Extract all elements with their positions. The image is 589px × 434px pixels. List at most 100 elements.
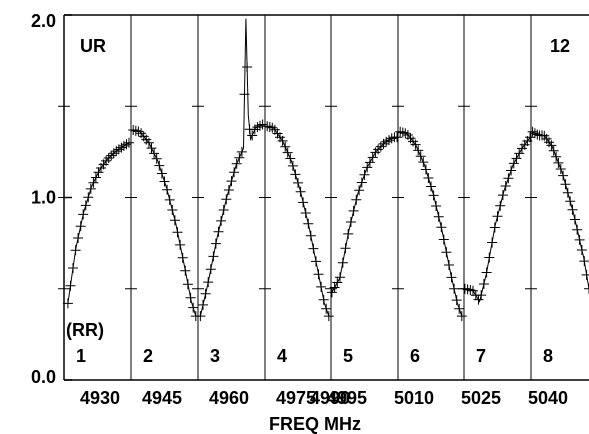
data-point-marker	[500, 181, 511, 191]
data-point-marker	[375, 141, 386, 152]
data-point-marker	[584, 283, 589, 294]
data-point-marker	[93, 167, 104, 178]
data-point-marker	[203, 277, 214, 288]
data-point-marker	[481, 267, 492, 278]
data-point-marker	[128, 125, 139, 135]
data-point-marker	[239, 89, 250, 100]
data-point-marker	[362, 162, 373, 173]
data-point-marker	[359, 169, 370, 180]
data-point-marker	[400, 128, 411, 139]
data-point-marker	[514, 148, 525, 159]
annotation-polarization: (RR)	[66, 320, 104, 340]
data-point-marker	[497, 190, 508, 201]
data-point-marker	[560, 179, 571, 190]
data-point-marker	[553, 157, 564, 168]
data-point-marker	[572, 224, 583, 235]
data-point-marker	[565, 196, 576, 207]
data-point-marker	[426, 181, 436, 192]
data-point-marker	[116, 142, 127, 153]
data-point-marker	[252, 122, 263, 133]
x-tick-label: 4990	[310, 388, 350, 408]
data-point-marker	[476, 290, 487, 301]
data-point-marker	[567, 204, 578, 215]
data-point-marker	[478, 279, 489, 289]
data-point-marker	[277, 135, 288, 146]
data-point-marker	[529, 128, 540, 139]
data-point-marker	[546, 140, 557, 151]
data-point-marker	[527, 126, 538, 137]
data-point-marker	[574, 234, 585, 245]
data-point-marker	[180, 265, 191, 276]
data-point-marker	[229, 167, 240, 178]
data-point-marker	[200, 288, 211, 299]
data-point-marker	[65, 280, 76, 291]
data-point-marker	[581, 269, 589, 280]
x-tick-label: 4930	[80, 388, 120, 408]
data-point-marker	[293, 177, 303, 188]
data-point-marker	[78, 209, 89, 220]
data-point-marker	[121, 139, 132, 150]
data-point-marker	[305, 230, 316, 241]
data-point-marker	[226, 176, 237, 187]
data-point-marker	[381, 136, 392, 147]
data-point-marker	[420, 164, 431, 175]
data-point-marker	[85, 183, 96, 194]
data-point-marker	[267, 122, 278, 133]
data-point-marker	[249, 124, 260, 135]
data-point-marker	[428, 190, 439, 201]
data-point-marker	[415, 151, 426, 162]
data-point-marker	[489, 222, 500, 233]
data-point-marker	[290, 169, 301, 180]
data-point-marker	[234, 152, 245, 163]
data-point-marker	[321, 303, 332, 314]
data-point-marker	[70, 245, 81, 256]
data-point-marker	[68, 263, 78, 273]
data-point-marker	[356, 177, 367, 188]
panel-label-6: 6	[410, 346, 420, 366]
data-point-marker	[75, 221, 86, 232]
data-point-marker	[462, 284, 473, 295]
data-point-marker	[73, 233, 84, 243]
data-point-marker	[154, 160, 165, 171]
data-point-marker	[343, 228, 354, 239]
y-tick-label: 0.0	[31, 367, 56, 387]
data-point-marker	[548, 145, 559, 156]
data-point-marker	[473, 294, 484, 305]
data-point-marker	[326, 287, 337, 298]
data-point-marker	[335, 272, 345, 283]
data-point-marker	[562, 187, 573, 198]
data-point-marker	[182, 279, 193, 290]
panel-label-2: 2	[143, 346, 153, 366]
data-point-marker	[216, 215, 227, 226]
x-tick-label: 5010	[394, 388, 434, 408]
data-point-marker	[103, 153, 114, 163]
data-point-marker	[413, 145, 424, 156]
annotation-top-right: 12	[550, 36, 570, 56]
data-point-marker	[495, 200, 506, 211]
data-point-marker	[156, 168, 167, 179]
data-point-marker	[558, 170, 569, 181]
data-point-marker	[208, 251, 219, 262]
data-point-marker	[223, 185, 234, 195]
data-point-marker	[397, 127, 408, 138]
data-point-marker	[162, 184, 173, 195]
data-point-marker	[257, 119, 268, 130]
panel-label-7: 7	[476, 346, 486, 366]
data-point-marker	[423, 173, 434, 183]
data-point-marker	[436, 222, 447, 233]
data-point-marker	[118, 140, 129, 151]
data-point-marker	[198, 299, 208, 310]
series-line-panel-1	[67, 142, 130, 304]
x-tick-label: 4945	[142, 388, 182, 408]
data-point-marker	[231, 158, 242, 169]
data-point-marker	[579, 256, 589, 267]
data-point-marker	[511, 153, 522, 164]
data-point-marker	[576, 245, 587, 255]
panel-label-1: 1	[76, 346, 86, 366]
data-point-marker	[264, 122, 275, 132]
data-point-marker	[106, 150, 117, 161]
data-point-marker	[348, 205, 359, 216]
data-point-marker	[130, 125, 141, 136]
